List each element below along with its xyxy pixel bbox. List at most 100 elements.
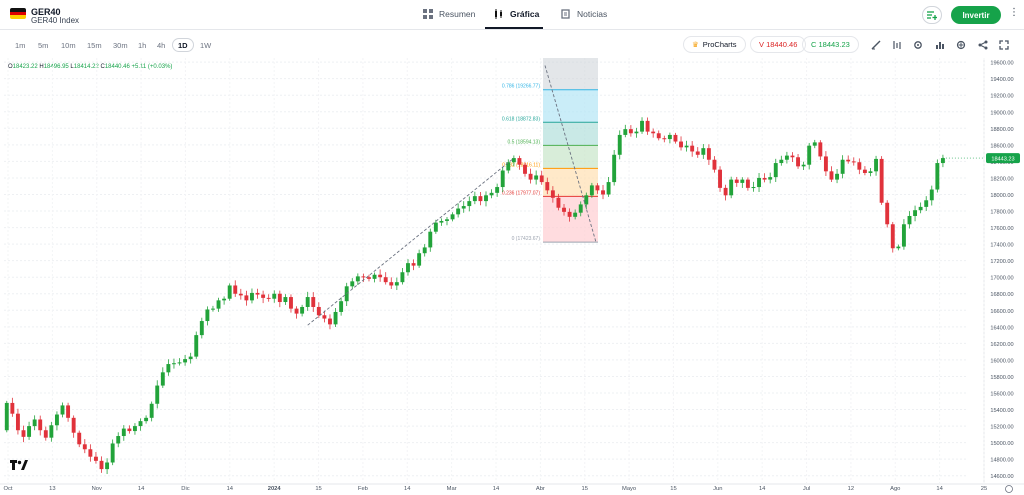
candle-body xyxy=(606,182,611,195)
candle-body xyxy=(645,120,650,132)
candle-body xyxy=(21,430,26,437)
pencil-icon[interactable] xyxy=(870,39,882,51)
candle-body xyxy=(172,363,176,365)
tab-resumen[interactable]: Resumen xyxy=(423,9,475,19)
candle-body xyxy=(500,170,505,188)
top-bar: GER40 GER40 Index Resumen Gráfica Notici… xyxy=(0,0,1024,30)
timeframe-15m[interactable]: 15m xyxy=(87,40,102,50)
fib-zone xyxy=(543,58,598,90)
candle-body xyxy=(367,277,371,279)
candle-body xyxy=(233,285,238,294)
candle-body xyxy=(662,138,667,140)
invest-button[interactable]: Invertir xyxy=(951,6,1001,24)
candle-body xyxy=(227,285,232,299)
fib-zone xyxy=(543,89,598,123)
timeframe-1d[interactable]: 1D xyxy=(172,38,194,52)
timeframe-1w[interactable]: 1W xyxy=(200,40,212,50)
trend-line xyxy=(544,65,597,243)
candle-body xyxy=(127,428,132,432)
candle-body xyxy=(573,212,578,217)
time-tick-label: Dic xyxy=(181,486,189,492)
fullscreen-icon[interactable] xyxy=(998,39,1010,51)
candle-body xyxy=(890,224,895,249)
candle-body xyxy=(250,292,254,301)
candle-body xyxy=(339,301,344,312)
candle-body xyxy=(840,159,845,174)
price-tick-label: 17600.00 xyxy=(990,226,1013,232)
candle-body xyxy=(796,157,800,167)
candle-body xyxy=(807,145,812,165)
candle-body xyxy=(734,179,739,183)
candle-body xyxy=(445,219,449,221)
tab-noticias[interactable]: Noticias xyxy=(561,9,607,19)
candle-body xyxy=(472,196,477,202)
time-tick-label: 14 xyxy=(404,486,411,492)
candle-body xyxy=(222,298,227,301)
timeframe-1h[interactable]: 1h xyxy=(138,40,147,50)
candle-body xyxy=(461,206,466,209)
candle-body xyxy=(188,356,193,360)
candle-body xyxy=(628,129,633,134)
fib-level-label: 0.236 (17977.07) xyxy=(502,190,540,196)
candle-body xyxy=(511,158,516,163)
timeframe-5m[interactable]: 5m xyxy=(38,40,49,50)
candle-body xyxy=(272,293,277,299)
time-tick-label: Feb xyxy=(358,486,368,492)
candle-body xyxy=(829,171,834,180)
price-tick-label: 15600.00 xyxy=(990,392,1013,398)
candle-body xyxy=(918,206,923,211)
price-tick-label: 18800.00 xyxy=(990,127,1013,133)
price-tick-label: 16000.00 xyxy=(990,358,1013,364)
candle-body xyxy=(43,430,48,438)
bars-icon[interactable] xyxy=(934,39,946,51)
candle-body xyxy=(289,297,293,309)
candle-body xyxy=(467,201,472,207)
price-tick-label: 15400.00 xyxy=(990,408,1013,414)
candle-body xyxy=(539,175,544,183)
timeframe-10m[interactable]: 10m xyxy=(61,40,76,50)
add-to-list-button[interactable] xyxy=(922,6,942,24)
timeframe-4h[interactable]: 4h xyxy=(157,40,166,50)
price-tick-label: 17800.00 xyxy=(990,210,1013,216)
timeframe-30m[interactable]: 30m xyxy=(113,40,128,50)
tab-grafica[interactable]: Gráfica xyxy=(494,9,539,19)
candle-body xyxy=(545,182,550,191)
candle-body xyxy=(283,297,288,303)
price-tick-label: 19200.00 xyxy=(990,94,1013,100)
chart-toolbar: 1m 5m 10m 15m 30m 1h 4h 1D 1W ♛ ProChart… xyxy=(0,36,1024,54)
candle-body xyxy=(27,426,32,437)
candle-body xyxy=(183,359,188,363)
buy-button[interactable]: C 18443.23 xyxy=(802,36,859,53)
candle-body xyxy=(634,131,639,134)
candle-body xyxy=(177,362,182,364)
share-icon[interactable] xyxy=(977,39,989,51)
indicators-icon[interactable] xyxy=(891,39,903,51)
candle-body xyxy=(679,141,683,148)
prochart-button[interactable]: ♛ ProCharts xyxy=(683,36,746,53)
more-options-icon[interactable]: ⋮ xyxy=(1009,7,1019,18)
time-tick-label: 2024 xyxy=(268,486,282,492)
settings-icon[interactable] xyxy=(912,39,924,51)
symbol-description: GER40 Index xyxy=(31,16,80,25)
timeframe-1m[interactable]: 1m xyxy=(15,40,26,50)
candle-body xyxy=(684,145,689,148)
candle-body xyxy=(71,417,76,433)
germany-flag-icon xyxy=(10,8,26,19)
candle-body xyxy=(812,142,817,146)
candle-body xyxy=(199,321,204,336)
crosshair-icon[interactable] xyxy=(955,39,967,51)
candle-body xyxy=(144,417,149,422)
fib-level-label: 0.382 (18316.11) xyxy=(502,162,540,168)
candle-body xyxy=(66,405,71,418)
time-tick-label: Oct xyxy=(3,486,12,492)
candle-body xyxy=(10,402,15,414)
candle-body xyxy=(54,414,59,426)
candle-body xyxy=(15,413,20,431)
candle-body xyxy=(723,187,728,196)
trend-line xyxy=(307,157,515,326)
time-tick-label: 14 xyxy=(936,486,943,492)
candle-body xyxy=(450,214,455,220)
candle-body xyxy=(350,281,355,287)
fib-zone xyxy=(543,145,598,169)
